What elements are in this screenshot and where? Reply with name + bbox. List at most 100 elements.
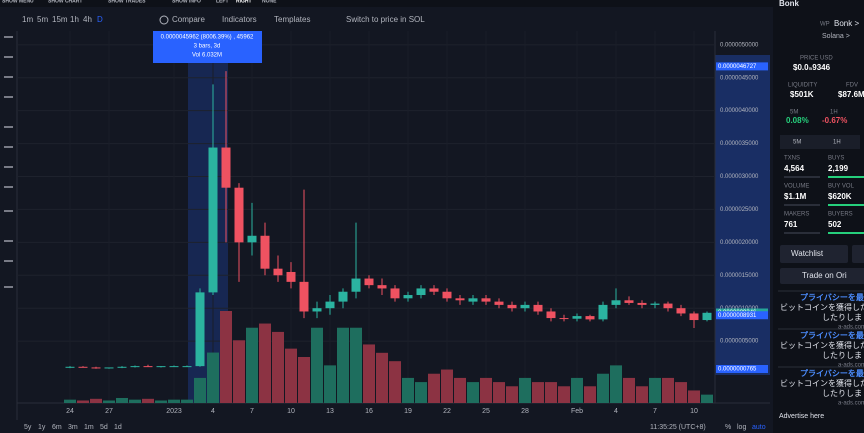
trade-label: Trade on Ori [802, 271, 847, 280]
candle-body [676, 308, 686, 314]
auto-toggle[interactable]: auto [752, 424, 766, 431]
volume-bar [701, 394, 713, 403]
candle-body [377, 285, 387, 289]
ads: プライバシーを最ビットコインを獲得したりしたりしまa-ads.comプライバシー… [778, 290, 864, 407]
candle-body [325, 301, 335, 309]
candle-body [286, 271, 296, 282]
volume-bar [493, 382, 505, 403]
volume-bar [298, 357, 310, 403]
menu-item[interactable]: SHOW TRADES [108, 0, 146, 4]
y-tick-label: 0.0000045000 [720, 75, 759, 81]
panel-title: Bonk [779, 0, 800, 8]
x-tick-label: 24 [66, 408, 74, 415]
interval[interactable]: 1h [70, 15, 79, 24]
h1-change: -0.67% [822, 116, 847, 125]
clock: 11:35:25 (UTC+8) [650, 424, 706, 431]
volume-bar [532, 382, 544, 403]
range[interactable]: 1y [38, 424, 46, 431]
volume-bar [90, 398, 102, 403]
ad-title[interactable]: プライバシーを最 [800, 368, 864, 378]
menu-item[interactable]: LEFT [216, 0, 229, 4]
range[interactable]: 3m [68, 424, 78, 431]
stat-bar [828, 176, 864, 178]
menu-item[interactable]: SHOW CHART [48, 0, 82, 4]
ad-title[interactable]: プライバシーを最 [800, 292, 864, 302]
candle-body [156, 366, 166, 368]
button[interactable] [852, 245, 864, 263]
menu-item[interactable]: RIGHT [236, 0, 252, 4]
volume-bar [311, 327, 323, 403]
stat-label: BUY VOL [828, 184, 855, 190]
interval[interactable]: 1m [22, 15, 33, 24]
x-tick-label: 10 [690, 408, 698, 415]
interval[interactable]: 4h [83, 15, 92, 24]
tab[interactable]: 1H [833, 140, 841, 146]
ad-text: ビットコインを獲得したり [780, 378, 864, 388]
price-marker [716, 311, 768, 320]
volume-bar [675, 382, 687, 403]
volume-bar [233, 340, 245, 403]
compare-button[interactable]: Compare [172, 15, 205, 24]
volume-bar [324, 365, 336, 403]
volume-bar [207, 352, 219, 403]
watchlist-button[interactable] [780, 245, 848, 263]
toolbar [0, 9, 775, 31]
range[interactable]: 6m [52, 424, 62, 431]
volume-bar [558, 386, 570, 403]
menu-item[interactable]: NONE [262, 0, 277, 4]
interval[interactable]: 5m [37, 15, 48, 24]
stat-value: 2,199 [828, 164, 849, 173]
volume-bar [545, 382, 557, 403]
templates-button[interactable]: Templates [274, 15, 310, 24]
price-marker [716, 62, 768, 71]
liquidity-label: LIQUIDITY [788, 83, 817, 89]
volume-bar [441, 369, 453, 403]
percent-toggle[interactable]: % [725, 424, 731, 431]
icon [4, 186, 13, 188]
price-label: PRICE USD [800, 56, 833, 62]
fdv-label: FDV [846, 83, 858, 89]
volume-bar [246, 327, 258, 403]
tab[interactable]: 5M [793, 140, 801, 146]
x-tick-label: 7 [653, 408, 657, 415]
volume-bar [168, 399, 180, 403]
x-tick-label: 25 [482, 408, 490, 415]
interval[interactable]: D [97, 15, 103, 24]
menu-item[interactable]: SHOW INFO [172, 0, 201, 4]
x-tick-label: 22 [443, 408, 451, 415]
range[interactable]: 5d [100, 424, 108, 431]
volume-bar [181, 399, 193, 403]
candle-body [78, 366, 88, 368]
volume-bar [480, 377, 492, 403]
candle-body [468, 298, 478, 302]
icon [4, 286, 13, 288]
stat-label: VOLUME [784, 184, 809, 190]
icon [4, 210, 13, 212]
indicators-button[interactable]: Indicators [222, 15, 257, 24]
stat-bar [784, 232, 820, 234]
interval[interactable]: 15m [52, 15, 68, 24]
trade-button[interactable] [780, 268, 864, 284]
x-tick-label: 4 [614, 408, 618, 415]
switch-button[interactable]: Switch to price in SOL [346, 15, 425, 24]
ad-title[interactable]: プライバシーを最 [800, 330, 864, 340]
tooltip-line: 3 bars, 3d [194, 44, 221, 50]
y-tick-label: 0.0000025000 [720, 207, 759, 213]
m5-label: 5M [790, 110, 798, 116]
range[interactable]: 1m [84, 424, 94, 431]
volume-bar [467, 382, 479, 403]
range[interactable]: 1d [114, 424, 122, 431]
range[interactable]: 5y [24, 424, 32, 431]
x-tick-label: 4 [211, 408, 215, 415]
token-name: Bonk > [834, 19, 859, 28]
candle-body [455, 298, 465, 301]
volume-bar [194, 377, 206, 403]
price-marker [716, 364, 768, 373]
candle-body [130, 366, 140, 368]
volume-bar [415, 382, 427, 403]
x-tick-label: 10 [287, 408, 295, 415]
candle-body [234, 187, 244, 243]
menu-item[interactable]: SHOW MENU [2, 0, 34, 4]
log-toggle[interactable]: log [737, 424, 746, 431]
advertise-link[interactable]: Advertise here [779, 413, 824, 420]
